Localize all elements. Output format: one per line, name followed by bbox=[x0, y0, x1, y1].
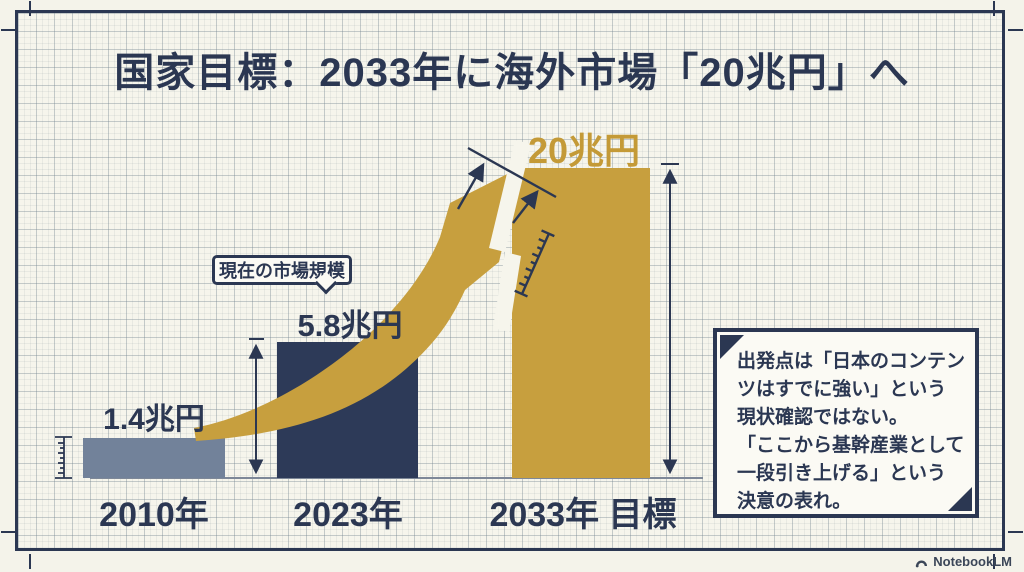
measure-arrow-2033 bbox=[661, 163, 679, 475]
commentary-line: ツはすでに強い」という bbox=[737, 378, 947, 400]
commentary-line: 一段引き上げる」という bbox=[737, 462, 947, 484]
commentary-line: 「ここから基幹産業として bbox=[737, 434, 965, 456]
arrow-gap-slash bbox=[489, 140, 531, 252]
value-label-2033: 20兆円 bbox=[527, 130, 641, 171]
mini-ruler-diagonal bbox=[514, 229, 555, 298]
category-label-2010: 2010年 bbox=[99, 496, 209, 534]
category-label-2023: 2023年 bbox=[293, 496, 403, 534]
sketch-measure-marks bbox=[456, 146, 557, 298]
corner-tick bbox=[993, 554, 995, 569]
corner-tick bbox=[1, 29, 16, 31]
corner-triangle-icon bbox=[720, 335, 744, 359]
corner-triangle-icon bbox=[948, 487, 972, 511]
commentary-line: 決意の表れ。 bbox=[737, 490, 852, 512]
page-title: 国家目標：2033年に海外市場「20兆円」へ bbox=[114, 51, 910, 95]
corner-tick bbox=[29, 1, 31, 16]
corner-tick bbox=[1, 531, 16, 533]
commentary-line: 現状確認ではない。 bbox=[737, 406, 909, 428]
corner-tick bbox=[29, 554, 31, 569]
category-label-2033: 2033年 目標 bbox=[489, 496, 677, 534]
callout-current-market: 現在の市場規模 bbox=[212, 255, 352, 295]
commentary-box: 出発点は「日本のコンテン ツはすでに強い」という 現状確認ではない。 「ここから… bbox=[713, 328, 979, 518]
notebooklm-logo-icon bbox=[916, 560, 928, 568]
value-label-2023: 5.8兆円 bbox=[297, 308, 403, 343]
watermark-label: NotebookLM bbox=[933, 554, 1012, 569]
arrow-gap-slash bbox=[493, 252, 521, 332]
measure-arrow-2023 bbox=[248, 338, 264, 475]
corner-tick bbox=[993, 1, 995, 16]
tick-arrow bbox=[512, 189, 539, 224]
corner-tick bbox=[1008, 531, 1023, 533]
growth-arrow bbox=[194, 167, 521, 441]
mini-ruler-2010 bbox=[55, 436, 72, 479]
value-label-2010: 1.4兆円 bbox=[103, 403, 205, 436]
corner-tick bbox=[1008, 29, 1023, 31]
bar-2010 bbox=[83, 438, 225, 478]
tick-arrow bbox=[456, 162, 485, 210]
tangent-line bbox=[467, 146, 557, 199]
commentary-line: 出発点は「日本のコンテン bbox=[737, 351, 966, 372]
callout-text: 現在の市場規模 bbox=[219, 261, 345, 281]
watermark: NotebookLM bbox=[914, 554, 1012, 569]
bar-2033-target bbox=[512, 168, 650, 478]
